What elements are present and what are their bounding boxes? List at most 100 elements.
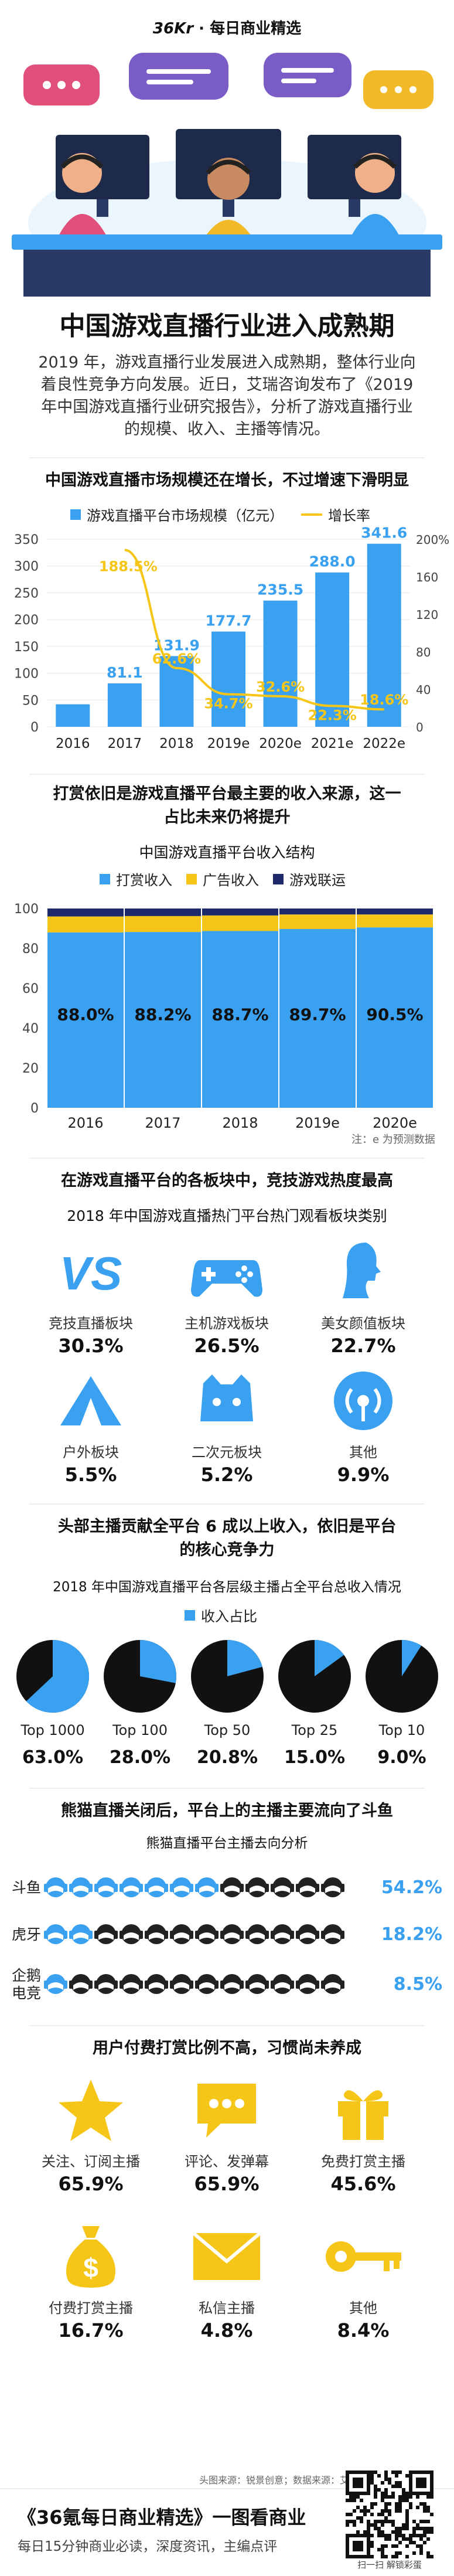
qr-module (391, 2544, 395, 2548)
bar-value-label: 177.7 (205, 612, 251, 629)
stacked-bar-segment (47, 932, 124, 1108)
qr-module (381, 2492, 384, 2495)
qr-module (398, 2541, 402, 2544)
headphone-right (165, 1981, 168, 1989)
qr-module (384, 2488, 388, 2492)
qr-module (426, 2555, 430, 2558)
bar (56, 704, 90, 727)
y-tick-label: 40 (22, 1022, 39, 1036)
stacked-bar-segment (125, 908, 201, 916)
qr-module (398, 2530, 402, 2534)
qr-module (356, 2495, 360, 2499)
qr-module (405, 2474, 409, 2478)
chart1-legend: 游戏直播平台市场规模（亿元） 增长率 (70, 504, 370, 525)
streamer-face-icon (195, 1877, 219, 1897)
qr-module (391, 2555, 395, 2558)
qr-module (426, 2527, 430, 2530)
x-tick-label: 2017 (108, 736, 142, 751)
face-eyes (174, 1932, 189, 1940)
headphone-left (120, 1981, 123, 1989)
behavior-value: 65.9% (194, 2173, 260, 2195)
face-eyes (275, 1932, 290, 1940)
headphone-left (69, 1981, 73, 1989)
pie-category-label: Top 25 (291, 1722, 338, 1738)
stacked-bar-segment (279, 914, 356, 930)
face-eyes (174, 1886, 189, 1893)
qr-module (416, 2523, 419, 2527)
footer-title: 《36氪每日商业精选》一图看商业 (18, 2506, 306, 2529)
pie-value-label: 9.0% (377, 1747, 426, 1768)
streamer-face-icon (296, 1924, 319, 1944)
stacked-bar-segment (202, 915, 278, 931)
vs-icon: VS (60, 1247, 122, 1299)
pie-value-label: 15.0% (284, 1747, 345, 1768)
qr-module (402, 2534, 405, 2537)
qr-module (346, 2513, 349, 2516)
qr-module (381, 2555, 384, 2558)
stacked-bar-segment (125, 932, 201, 1108)
face-eyes (325, 1982, 340, 1990)
streamer-face-icon (220, 1877, 244, 1897)
row-label: 虎牙 (12, 1926, 41, 1943)
headphone-left (69, 1884, 73, 1892)
x-tick-label: 2018 (222, 1115, 258, 1131)
face-eyes (250, 1932, 265, 1940)
qr-module (398, 2509, 402, 2513)
streamer-face-icon (145, 1974, 168, 1994)
headphone-left (44, 1884, 47, 1892)
headphone-left (271, 1931, 274, 1939)
bar (211, 631, 245, 727)
legend-swatch-navy (273, 873, 284, 884)
money-bag-icon: $ (66, 2225, 115, 2288)
row-label: 斗鱼 (12, 1879, 41, 1896)
growth-value-label: 22.3% (308, 707, 357, 723)
pie-category-label: Top 100 (112, 1722, 168, 1738)
qr-module (388, 2537, 391, 2541)
streamer-face-icon (220, 1924, 244, 1944)
brand-prefix: 36 (152, 20, 175, 38)
qr-module (395, 2485, 398, 2488)
qr-module (412, 2551, 416, 2555)
headphone-left (296, 1931, 299, 1939)
headphone-right (190, 1981, 193, 1989)
category-console: 主机游戏板块 26.5% (159, 1237, 294, 1357)
source-note: 头图来源：锐景创意；数据来源：艾瑞咨询 (199, 2475, 378, 2486)
category-other: 其他 9.9% (296, 1366, 431, 1486)
headphone-left (296, 1884, 299, 1892)
chart2-title: 中国游戏直播平台收入结构 (139, 844, 315, 861)
qr-module (377, 2534, 381, 2537)
qr-module (395, 2534, 398, 2537)
face-eyes (149, 1886, 164, 1893)
legend-label-ads: 广告收入 (203, 872, 259, 889)
stacked-bar-segment (125, 916, 201, 933)
qr-module (374, 2502, 377, 2506)
qr-module (405, 2555, 409, 2558)
qr-module (367, 2509, 370, 2513)
category-value: 5.2% (200, 1464, 253, 1486)
section6-title: 用户付费打赏比例不高，习惯尚未养成 (93, 2039, 361, 2057)
behavior-value: 4.8% (200, 2319, 253, 2342)
behavior-comment: 评论、发弹幕 65.9% (159, 2075, 294, 2195)
qr-module (384, 2495, 388, 2499)
qr-module (398, 2506, 402, 2509)
x-tick-label: 2022e (363, 736, 405, 751)
qr-module (409, 2506, 412, 2509)
qr-module (395, 2551, 398, 2555)
face-eyes (300, 1932, 315, 1940)
qr-module (416, 2544, 419, 2548)
qr-code[interactable] (346, 2470, 433, 2558)
chart2-section-title: 打赏依旧是游戏直播平台最主要的收入来源，这一占比未来仍将提升 (53, 785, 401, 826)
headphone-right (215, 1981, 219, 1989)
brand-k: Kr (174, 20, 194, 38)
qr-module (370, 2470, 374, 2474)
qr-module (391, 2495, 395, 2499)
bar (263, 600, 298, 727)
headphone-left (271, 1884, 274, 1892)
qr-module (363, 2509, 367, 2513)
qr-module (423, 2541, 426, 2544)
streamer-face-icon (170, 1924, 193, 1944)
hero-illustration (12, 53, 442, 297)
headphone-right (341, 1981, 344, 1989)
streamer-face-icon (220, 1974, 244, 1994)
qr-module (419, 2502, 423, 2506)
